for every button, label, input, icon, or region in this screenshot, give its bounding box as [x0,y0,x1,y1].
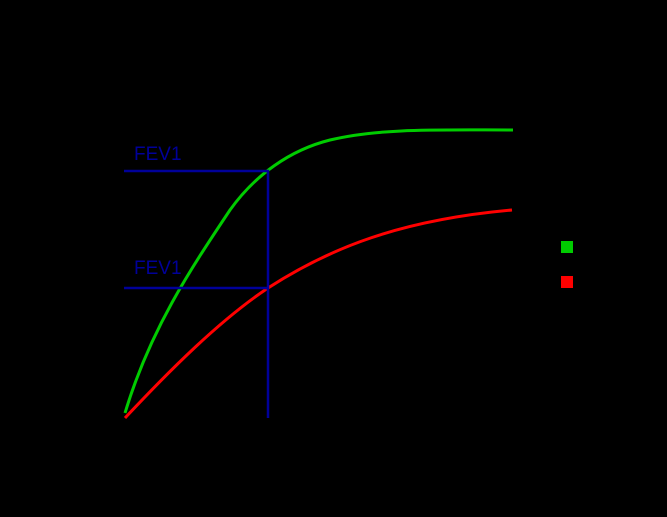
curve-obstructive [123,208,513,420]
legend-normal-swatch [561,241,573,253]
curve-normal [123,128,514,414]
fev1-lower-label: FEV1 [134,258,182,279]
fev1-upper-label: FEV1 [134,144,182,165]
legend-obstructive-swatch [561,276,573,288]
